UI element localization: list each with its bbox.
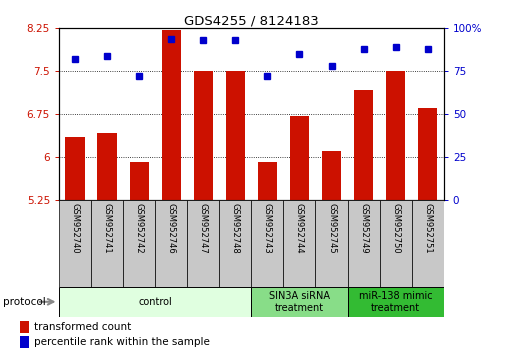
Bar <box>411 200 444 287</box>
Text: GSM952741: GSM952741 <box>103 202 112 253</box>
Bar <box>251 200 283 287</box>
Text: GSM952746: GSM952746 <box>167 202 176 253</box>
Text: GSM952749: GSM952749 <box>359 202 368 253</box>
Bar <box>386 71 405 200</box>
Bar <box>348 287 444 317</box>
Bar <box>348 200 380 287</box>
Bar <box>91 200 123 287</box>
Bar <box>123 200 155 287</box>
Bar <box>251 287 348 317</box>
Bar <box>283 200 315 287</box>
Text: GSM952742: GSM952742 <box>134 202 144 253</box>
Text: control: control <box>139 297 172 307</box>
Text: SIN3A siRNA
treatment: SIN3A siRNA treatment <box>269 291 330 313</box>
Bar <box>129 162 149 200</box>
Text: GSM952747: GSM952747 <box>199 202 208 253</box>
Text: transformed count: transformed count <box>34 322 131 332</box>
Bar <box>59 287 251 317</box>
Bar <box>418 108 437 200</box>
Bar <box>66 137 85 200</box>
Bar <box>20 321 29 333</box>
Bar <box>20 336 29 348</box>
Text: GSM952745: GSM952745 <box>327 202 336 253</box>
Bar <box>258 162 277 200</box>
Text: GSM952740: GSM952740 <box>70 202 80 253</box>
Bar <box>59 200 91 287</box>
Bar <box>162 30 181 200</box>
Bar <box>354 90 373 200</box>
Title: GDS4255 / 8124183: GDS4255 / 8124183 <box>184 14 319 27</box>
Text: GSM952743: GSM952743 <box>263 202 272 253</box>
Text: GSM952750: GSM952750 <box>391 202 400 253</box>
Text: GSM952744: GSM952744 <box>295 202 304 253</box>
Bar <box>97 133 116 200</box>
Text: GSM952748: GSM952748 <box>231 202 240 253</box>
Bar <box>290 116 309 200</box>
Bar <box>322 152 341 200</box>
Bar <box>155 200 187 287</box>
Text: GSM952751: GSM952751 <box>423 202 432 253</box>
Bar <box>315 200 348 287</box>
Bar <box>226 71 245 200</box>
Bar <box>194 71 213 200</box>
Bar <box>380 200 411 287</box>
Text: percentile rank within the sample: percentile rank within the sample <box>34 337 210 347</box>
Text: protocol: protocol <box>3 297 45 307</box>
Bar <box>220 200 251 287</box>
Bar <box>187 200 220 287</box>
Text: miR-138 mimic
treatment: miR-138 mimic treatment <box>359 291 432 313</box>
